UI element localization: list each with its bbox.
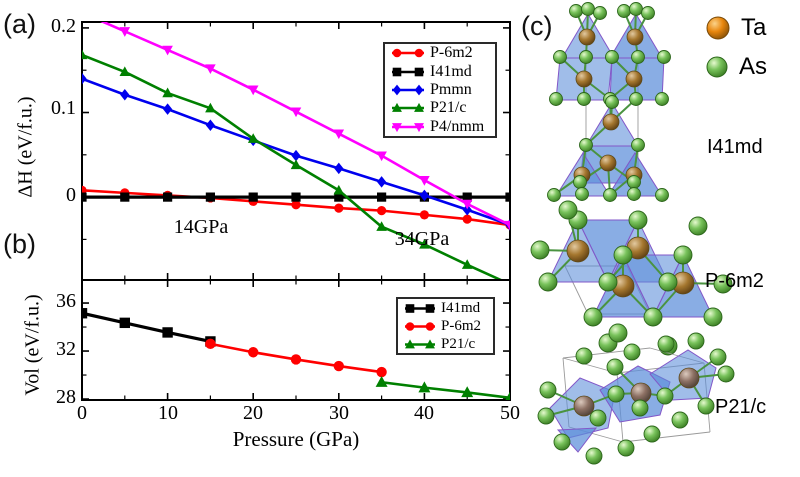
legend-item-i41md-b: I41md [398, 299, 493, 316]
a-ytick-0: 0 [66, 184, 76, 206]
p21c-marker-sample [392, 103, 424, 113]
transition-annotation-34gpa: 34GPa [394, 228, 450, 250]
i41md-marker-sample [392, 67, 424, 76]
a-ytick-0_1: 0.1 [51, 97, 76, 119]
legend-item-p21c: P21/c [385, 100, 495, 116]
panel-a-label: (a) [3, 9, 36, 39]
charts-drawing [81, 21, 511, 401]
structure-label-p6m2: P-6m2 [705, 270, 764, 292]
legend-label: P21/c [430, 99, 467, 117]
xtick-0: 0 [77, 402, 87, 424]
xtick-20: 20 [243, 402, 263, 424]
b-ytick-32: 32 [56, 338, 76, 360]
a-ylabel: ΔH (eV/f.u.) [14, 96, 37, 198]
b-ytick-28: 28 [56, 386, 76, 408]
as-atom-label: As [739, 53, 768, 80]
p4nmm-marker-sample [392, 122, 424, 132]
b-ytick-36: 36 [56, 290, 76, 312]
legend-label: I41md [441, 299, 481, 316]
i41md-marker-sample [405, 303, 435, 313]
p21c-marker-sample [405, 338, 435, 348]
legend-label: P-6m2 [430, 44, 473, 62]
xtick-50: 50 [500, 402, 520, 424]
legend-item-pmmn: Pmmn [385, 80, 495, 98]
crystal-structures-illustration [530, 2, 735, 465]
structure-label-i41md: I41md [707, 136, 763, 158]
transition-annotation-14gpa: 14GPa [173, 216, 229, 238]
legend-item-p21c-b: P21/c [398, 335, 493, 352]
legend-label: Pmmn [430, 80, 472, 98]
legend-label: P-6m2 [441, 317, 482, 334]
legend-item-p6m2: P-6m2 [385, 45, 495, 61]
panel-b-label: (b) [3, 229, 36, 259]
x-axis-label: Pressure (GPa) [232, 427, 360, 451]
xtick-10: 10 [158, 402, 178, 424]
xtick-40: 40 [414, 402, 434, 424]
legend-label: I41md [430, 62, 472, 80]
legend-item-i41md: I41md [385, 62, 495, 80]
panel-c-label: (c) [521, 11, 553, 41]
ta-atom-label: Ta [741, 14, 767, 41]
b-ylabel: Vol (eV/f.u.) [21, 294, 44, 396]
p6m2-marker-sample [405, 321, 435, 331]
pmmn-marker-sample [392, 84, 424, 96]
p6m2-marker-sample [392, 48, 424, 58]
legend-panel-a: P-6m2 I41md Pmmn P21/c P4/nmm [383, 42, 497, 138]
a-ytick-0_2: 0.2 [51, 15, 76, 37]
legend-panel-b: I41md P-6m2 P21/c [396, 297, 495, 355]
legend-label: P4/nmm [430, 117, 485, 135]
xtick-30: 30 [329, 402, 349, 424]
legend-label: P21/c [441, 335, 476, 352]
legend-item-p4nmm: P4/nmm [385, 117, 495, 135]
structure-label-p21c: P21/c [715, 396, 767, 418]
legend-item-p6m2-b: P-6m2 [398, 317, 493, 334]
